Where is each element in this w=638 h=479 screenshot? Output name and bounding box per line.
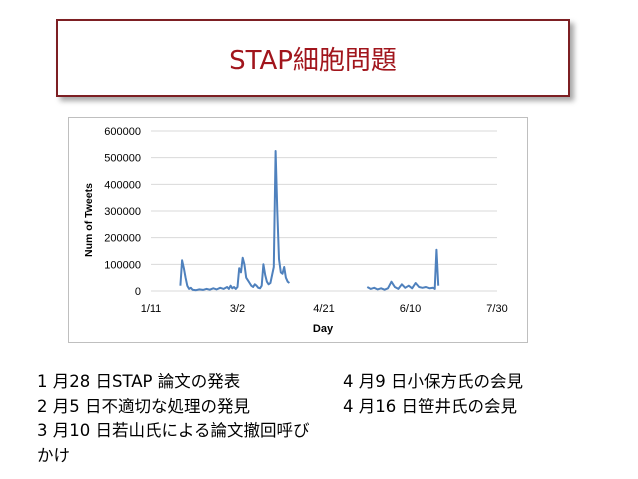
x-tick-label: 7/30 xyxy=(486,303,507,315)
series-line-segment xyxy=(179,150,291,292)
x-tick-label: 1/11 xyxy=(141,303,162,315)
x-tick-label: 4/21 xyxy=(313,303,334,315)
x-tick-labels: 1/11 3/2 4/21 6/10 7/30 xyxy=(141,303,508,315)
slide-title: STAP細胞問題 xyxy=(229,45,397,76)
note-item: 4 月16 日笹井氏の会見 xyxy=(343,396,517,416)
event-notes-left: 1 月28 日STAP 論文の発表 2 月5 日不適切な処理の発見 3 月10 … xyxy=(37,370,323,468)
y-tick-labels: 0 100000 200000 300000 400000 500000 600000 xyxy=(104,126,141,298)
x-tick-label: 6/10 xyxy=(400,303,421,315)
y-tick-label: 0 xyxy=(135,286,141,298)
series-line-segment xyxy=(366,248,440,291)
x-tick-label: 3/2 xyxy=(230,303,245,315)
title-box: STAP細胞問題 xyxy=(56,19,570,97)
y-tick-label: 600000 xyxy=(104,126,141,138)
event-notes-right: 4 月9 日小保方氏の会見 4 月16 日笹井氏の会見 xyxy=(343,370,523,419)
y-tick-label: 200000 xyxy=(104,233,141,245)
note-item: 2 月5 日不適切な処理の発見 xyxy=(37,396,250,416)
y-axis-label: Num of Tweets xyxy=(83,183,95,257)
chart-frame: 0 100000 200000 300000 400000 500000 600000 1/… xyxy=(68,117,528,343)
tweet-count-line-chart: 0 100000 200000 300000 400000 500000 600000 1/… xyxy=(83,126,508,335)
y-tick-label: 500000 xyxy=(104,153,141,165)
note-item: 3 月10 日若山氏による論文撤回呼びかけ xyxy=(37,421,310,465)
y-tick-label: 100000 xyxy=(104,259,141,271)
series-lines xyxy=(179,150,440,292)
x-axis-label: Day xyxy=(313,323,334,335)
y-tick-label: 300000 xyxy=(104,206,141,218)
y-tick-label: 400000 xyxy=(104,179,141,191)
note-item: 1 月28 日STAP 論文の発表 xyxy=(37,372,241,391)
note-item: 4 月9 日小保方氏の会見 xyxy=(343,372,523,391)
y-gridlines xyxy=(151,130,497,292)
